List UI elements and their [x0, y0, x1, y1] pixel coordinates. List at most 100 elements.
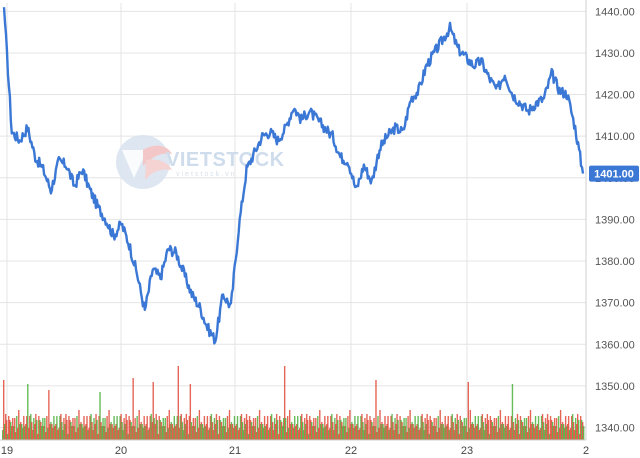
volume-bar [27, 384, 29, 440]
volume-bar [59, 416, 61, 440]
volume-bar [293, 428, 295, 440]
volume-bar [307, 420, 309, 440]
volume-bar [538, 430, 541, 440]
volume-bar [394, 418, 396, 440]
volume-bar [7, 434, 9, 440]
volume-bar [297, 416, 299, 440]
volume-bar [265, 424, 268, 440]
volume-bar [559, 410, 562, 440]
volume-bar [163, 426, 165, 440]
chart-grid [0, 0, 587, 440]
volume-bar [465, 418, 467, 440]
volume-bar [416, 424, 418, 440]
volume-bar [51, 424, 53, 440]
volume-bar [319, 410, 321, 440]
volume-bar [433, 418, 435, 440]
volume-bar [214, 424, 217, 440]
volume-bar [570, 416, 573, 440]
volume-bar [476, 424, 479, 440]
volume-bar [259, 424, 262, 440]
volume-bar [290, 422, 293, 440]
volume-bar [473, 428, 476, 440]
volume-bar [477, 416, 480, 440]
volume-bar [131, 426, 133, 440]
volume-bar [475, 426, 478, 440]
y-tick-label: 1360.00 [595, 339, 635, 351]
volume-bar [246, 420, 249, 440]
volume-bar [486, 414, 489, 440]
volume-bar [547, 420, 550, 440]
volume-bar [366, 414, 368, 440]
volume-bar [518, 434, 521, 440]
volume-bar [278, 416, 281, 440]
volume-bar [79, 424, 81, 440]
volume-bar [90, 414, 92, 440]
volume-bar [410, 424, 412, 440]
volume-bar [546, 414, 549, 440]
volume-bar [127, 434, 129, 440]
volume-bar [102, 418, 104, 440]
volume-bar [138, 410, 140, 440]
volume-bar [490, 420, 493, 440]
volume-bar [536, 424, 539, 440]
volume-bar [61, 422, 63, 440]
volume-bar [238, 428, 241, 440]
volume-bar [303, 430, 305, 440]
volume-bar [23, 416, 25, 440]
volume-bar [338, 434, 340, 440]
volume-bar [326, 424, 328, 440]
volume-bar [346, 432, 348, 440]
volume-bar [213, 418, 216, 440]
volume-bar [263, 416, 266, 440]
volume-bar [356, 424, 358, 440]
volume-bar [349, 410, 351, 440]
volume-bar [164, 418, 166, 440]
volume-bar [194, 418, 197, 440]
volume-bar [144, 426, 146, 440]
volume-bar [454, 418, 456, 440]
volume-bar [233, 416, 236, 440]
volume-bar [181, 422, 184, 440]
volume-bar [76, 416, 78, 440]
volume-bar [281, 426, 284, 440]
volume-bar [507, 416, 510, 440]
volume-bar [151, 422, 153, 440]
volume-bar [359, 428, 361, 440]
volume-bar [418, 430, 420, 440]
x-tick-label: 19 [1, 445, 13, 457]
volume-bar [176, 416, 178, 440]
volume-bar [199, 424, 202, 440]
volume-bar [412, 424, 414, 440]
volume-bar [384, 416, 386, 440]
volume-bar [241, 422, 244, 440]
volume-bar [87, 430, 89, 440]
volume-bar [347, 416, 349, 440]
volume-bar [422, 422, 424, 440]
volume-bar [354, 416, 356, 440]
volume-bar [21, 424, 23, 440]
volume-bar [218, 416, 221, 440]
volume-bar [120, 414, 122, 440]
volume-bar [583, 426, 585, 440]
volume-bar [203, 416, 206, 440]
volume-bar [29, 416, 31, 440]
volume-bar [449, 428, 451, 440]
volume-bar [317, 416, 319, 440]
volume-bar [135, 432, 137, 440]
volume-bar [483, 430, 486, 440]
volume-bars [2, 366, 585, 440]
volume-bar [578, 434, 581, 440]
volume-bar [244, 424, 247, 440]
volume-bar [500, 424, 503, 440]
volume-bar [461, 422, 463, 440]
volume-bar [255, 432, 258, 440]
volume-bar [495, 418, 498, 440]
volume-bar [55, 424, 57, 440]
volume-bar [374, 426, 376, 440]
volume-bar [381, 422, 383, 440]
volume-bar [479, 428, 482, 440]
volume-bar [247, 434, 250, 440]
volume-bar [200, 422, 203, 440]
volume-bar [256, 416, 259, 440]
